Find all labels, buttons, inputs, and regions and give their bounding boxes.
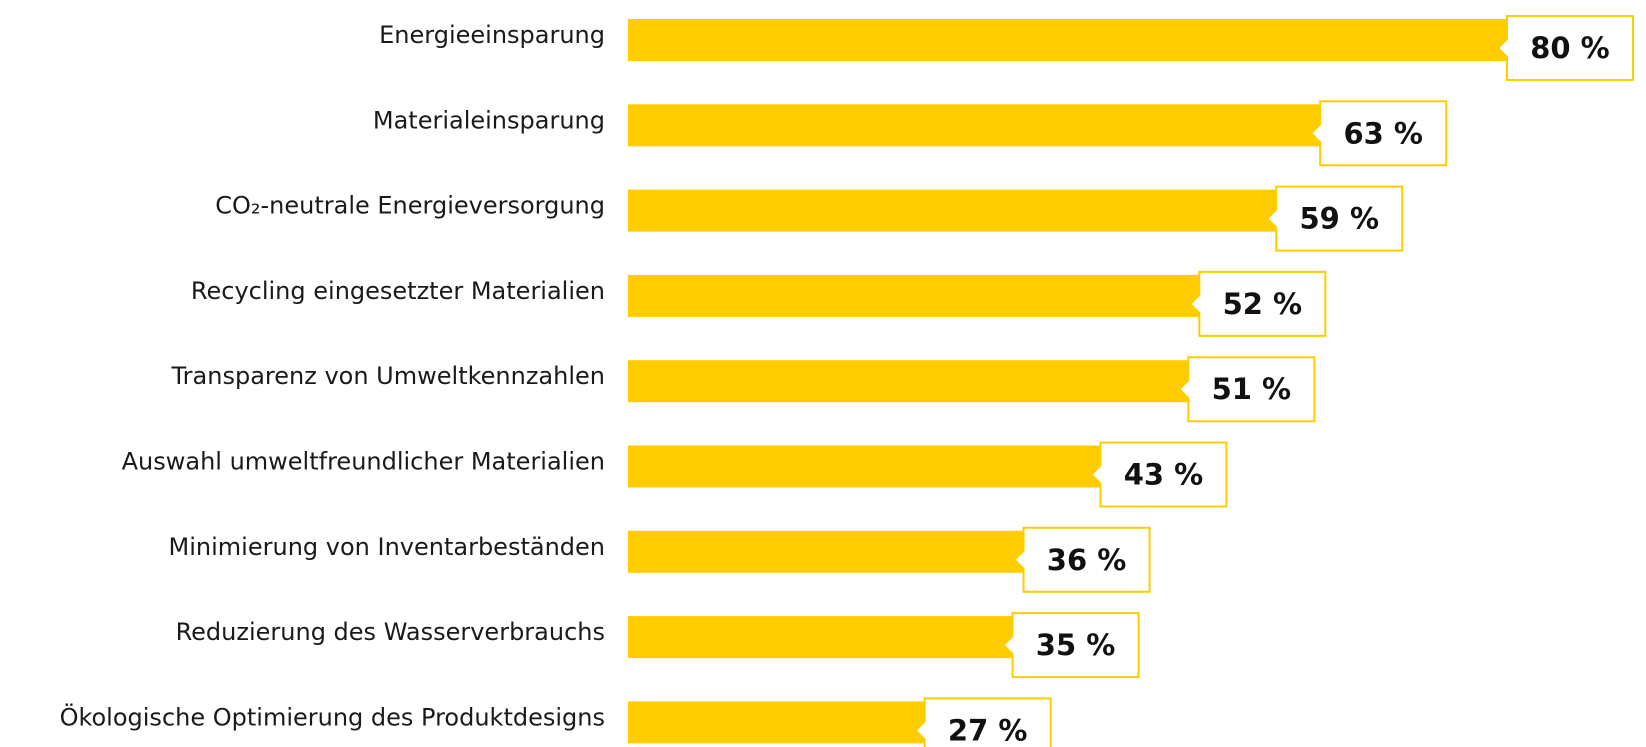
value-label-box — [1309, 100, 1448, 167]
category-label: Reduzierung des Wasserverbrauchs — [176, 618, 605, 646]
category-label: Transparenz von Umweltkennzahlen — [171, 362, 605, 390]
bar — [628, 530, 1024, 573]
category-label: Minimierung von Inventarbeständen — [169, 533, 605, 561]
bar — [628, 360, 1189, 403]
category-label: Energieeinsparung — [379, 21, 605, 49]
bar — [628, 445, 1101, 488]
value-label: 52 % — [1223, 287, 1303, 321]
value-label-box — [1188, 270, 1327, 337]
category-label: CO₂-neutrale Energieversorgung — [215, 192, 605, 220]
value-label: 51 % — [1212, 372, 1292, 406]
value-label-box — [1090, 441, 1228, 508]
bar — [628, 104, 1321, 147]
bar — [628, 616, 1013, 659]
value-label: 80 % — [1530, 31, 1610, 65]
value-label-box — [1496, 15, 1634, 81]
value-label-box — [1013, 526, 1151, 593]
bar — [628, 19, 1507, 61]
bar — [628, 189, 1277, 232]
value-label: 43 % — [1124, 458, 1204, 492]
value-label: 36 % — [1047, 543, 1127, 577]
value-label: 63 % — [1343, 116, 1423, 150]
value-label-box — [1177, 356, 1316, 423]
value-label-box — [1265, 185, 1404, 252]
value-label-box — [1002, 612, 1140, 679]
category-label: Auswahl umweltfreundlicher Materialien — [122, 448, 605, 476]
bar — [628, 701, 925, 744]
value-label: 59 % — [1300, 202, 1380, 236]
category-label: Ökologische Optimierung des Produktdesig… — [60, 702, 605, 731]
bar — [628, 274, 1200, 317]
value-label: 35 % — [1036, 628, 1116, 662]
category-label: Recycling eingesetzter Materialien — [191, 277, 605, 305]
value-label: 27 % — [948, 713, 1028, 747]
category-label: Materialeinsparung — [373, 106, 605, 134]
value-label-box — [914, 697, 1052, 747]
